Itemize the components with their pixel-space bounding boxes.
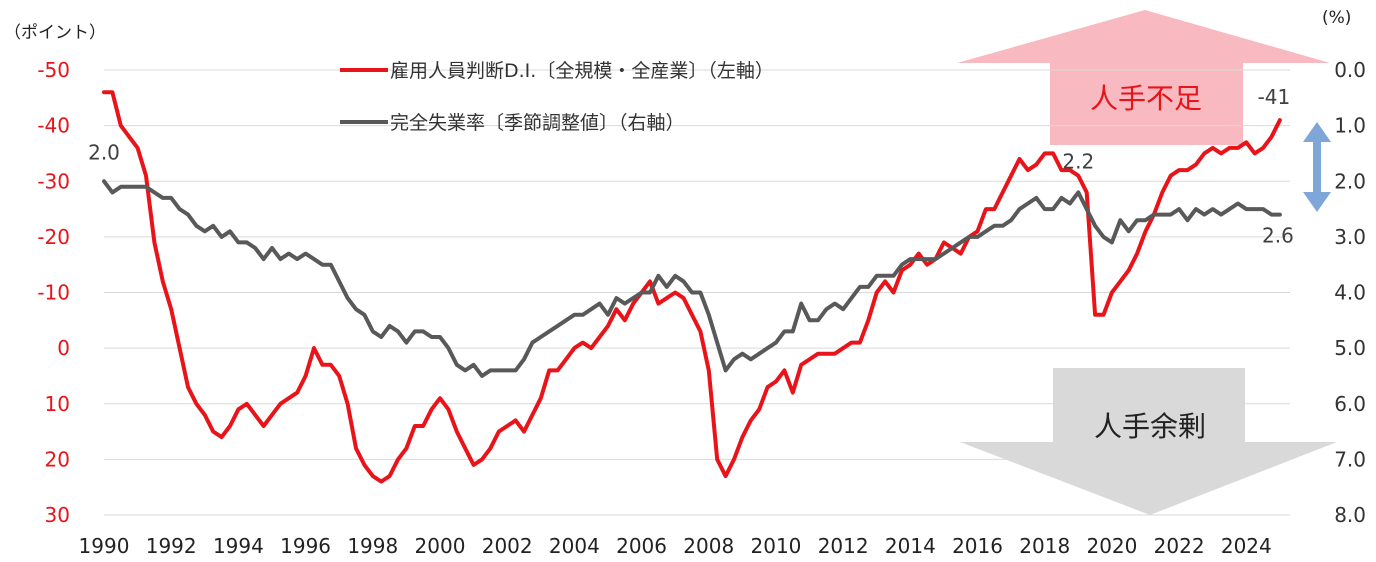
right-tick-label: 8.0 <box>1334 503 1366 527</box>
surplus-arrow-shape <box>960 368 1337 515</box>
left-tick-label: 30 <box>45 503 70 527</box>
x-tick-label: 1998 <box>347 534 398 558</box>
left-tick-label: -40 <box>37 114 70 138</box>
x-axis-ticks: 1990 1992 1994 1996 1998 2000 2002 2004 2006 2008… <box>79 534 1272 558</box>
left-tick-label: -30 <box>37 169 70 193</box>
x-tick-label: 2024 <box>1221 534 1272 558</box>
x-tick-label: 2020 <box>1086 534 1137 558</box>
value-annotations: 2.0 2.2 2.6 -41 <box>88 85 1294 248</box>
series-line-unemployment <box>102 179 1282 378</box>
right-tick-label: 3.0 <box>1334 225 1366 249</box>
right-tick-label: 5.0 <box>1334 336 1366 360</box>
left-tick-label: -20 <box>37 225 70 249</box>
left-tick-label: -10 <box>37 281 70 305</box>
right-tick-label: 4.0 <box>1334 281 1366 305</box>
series-line-employment-di <box>102 90 1282 484</box>
shortage-arrow-label: 人手不足 <box>1090 82 1202 115</box>
right-axis-ticks: 0.0 1.0 2.0 3.0 4.0 5.0 6.0 7.0 8.0 <box>1334 58 1366 527</box>
x-tick-label: 2004 <box>549 534 600 558</box>
right-axis-unit: (%) <box>1322 8 1351 28</box>
x-tick-label: 1996 <box>280 534 331 558</box>
gap-arrow-head-down <box>1303 192 1331 212</box>
x-tick-label: 2010 <box>751 534 802 558</box>
gap-arrow-head-up <box>1303 122 1331 142</box>
annotation-label: -41 <box>1258 85 1291 109</box>
x-tick-label: 2000 <box>415 534 466 558</box>
x-tick-label: 1994 <box>213 534 264 558</box>
surplus-arrow: 人手余剰 <box>960 368 1337 515</box>
x-tick-label: 2006 <box>616 534 667 558</box>
shortage-arrow: 人手不足 <box>957 10 1330 145</box>
gap-double-arrow <box>1303 122 1331 212</box>
left-tick-label: 10 <box>45 392 70 416</box>
annotation-label: 2.2 <box>1062 149 1094 173</box>
gap-arrow-shaft <box>1313 140 1321 196</box>
x-tick-label: 2022 <box>1154 534 1205 558</box>
x-tick-label: 2014 <box>885 534 936 558</box>
annotation-label: 2.6 <box>1262 224 1294 248</box>
x-tick-label: 2002 <box>482 534 533 558</box>
right-tick-label: 2.0 <box>1334 169 1366 193</box>
x-tick-label: 1992 <box>146 534 197 558</box>
legend-label-unemployment: 完全失業率〔季節調整値〕（右軸） <box>390 112 685 134</box>
x-tick-label: 2012 <box>818 534 869 558</box>
left-tick-label: -50 <box>37 58 70 82</box>
left-axis-unit: （ポイント） <box>4 23 106 43</box>
surplus-arrow-label: 人手余剰 <box>1094 410 1206 443</box>
shortage-arrow-shape <box>957 10 1330 145</box>
right-tick-label: 6.0 <box>1334 392 1366 416</box>
right-tick-label: 0.0 <box>1334 58 1366 82</box>
right-tick-label: 7.0 <box>1334 447 1366 471</box>
legend: 雇用人員判断D.I.〔全規模・全産業〕（左軸） 完全失業率〔季節調整値〕（右軸） <box>340 60 774 134</box>
series-lines <box>102 90 1282 484</box>
left-tick-label: 20 <box>45 447 70 471</box>
legend-label-employment-di: 雇用人員判断D.I.〔全規模・全産業〕（左軸） <box>390 60 774 82</box>
left-axis-ticks: -50 -40 -30 -20 -10 0 10 20 30 <box>37 58 70 527</box>
x-tick-label: 2018 <box>1019 534 1070 558</box>
x-tick-label: 2008 <box>683 534 734 558</box>
x-tick-label: 2016 <box>952 534 1003 558</box>
right-tick-label: 1.0 <box>1334 114 1366 138</box>
annotation-label: 2.0 <box>88 140 120 164</box>
left-tick-label: 0 <box>57 336 70 360</box>
x-tick-label: 1990 <box>79 534 130 558</box>
